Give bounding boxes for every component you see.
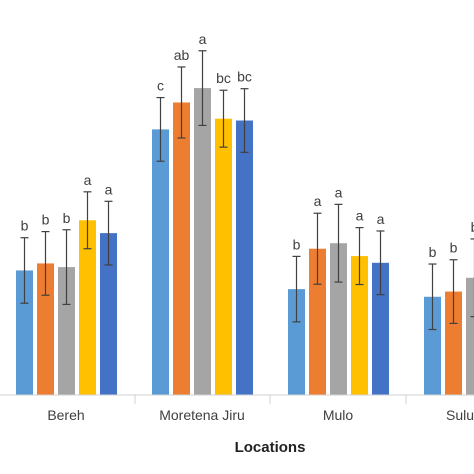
significance-label: b bbox=[293, 236, 301, 252]
error-bar bbox=[355, 227, 364, 286]
bar-moretena-jiru-s5 bbox=[236, 120, 253, 395]
bar-moretena-jiru-s3 bbox=[194, 88, 211, 395]
significance-label: b bbox=[21, 218, 29, 234]
bar-mulo-s5 bbox=[372, 262, 389, 395]
error-bar bbox=[470, 238, 474, 318]
bar-bereh-s5 bbox=[100, 233, 117, 395]
significance-label: c bbox=[157, 78, 164, 94]
significance-label: b bbox=[429, 244, 437, 260]
significance-label: a bbox=[377, 211, 385, 227]
significance-label: b bbox=[471, 219, 474, 235]
bar-mulo-s4 bbox=[351, 256, 368, 395]
error-bar bbox=[334, 203, 343, 283]
error-bar bbox=[41, 230, 50, 296]
category-label-mulo: Mulo bbox=[323, 407, 354, 423]
significance-label: ab bbox=[174, 47, 190, 63]
bar-mulo-s3 bbox=[330, 243, 347, 395]
significance-label: a bbox=[105, 181, 113, 197]
bar-bereh-s1 bbox=[16, 270, 33, 395]
bar-moretena-jiru-s2 bbox=[173, 102, 190, 396]
error-bar bbox=[428, 263, 437, 331]
bar-moretena-jiru-s1 bbox=[152, 129, 169, 395]
error-bar bbox=[62, 229, 71, 306]
category-label-bereh: Bereh bbox=[47, 407, 84, 423]
significance-label: a bbox=[199, 31, 207, 47]
significance-label: a bbox=[314, 193, 322, 209]
significance-label: b bbox=[42, 212, 50, 228]
category-labels-layer: Bereh Moretena Jiru Mulo Sulu bbox=[47, 407, 474, 423]
significance-label: a bbox=[335, 184, 343, 200]
bar-mulo-s2 bbox=[309, 248, 326, 395]
error-bar bbox=[177, 66, 186, 139]
error-bar bbox=[83, 191, 92, 250]
significance-label: b bbox=[63, 210, 71, 226]
x-axis-title: Locations bbox=[235, 439, 306, 456]
error-bar bbox=[156, 96, 165, 162]
error-bar bbox=[376, 230, 385, 296]
bar-sulu-s2 bbox=[445, 291, 462, 395]
error-bar bbox=[449, 259, 458, 324]
error-bar bbox=[20, 237, 29, 304]
category-label-sulu: Sulu bbox=[446, 407, 474, 423]
error-bar bbox=[240, 88, 249, 153]
significance-label: a bbox=[84, 172, 92, 188]
category-label-moretena-jiru: Moretena Jiru bbox=[159, 407, 245, 423]
bars-layer bbox=[16, 88, 474, 396]
bar-sulu-s1 bbox=[424, 296, 441, 395]
significance-labels-layer: bcbbbababbaababcaabca bbox=[21, 31, 474, 260]
error-bar bbox=[292, 255, 301, 323]
error-bar bbox=[104, 200, 113, 266]
error-bar bbox=[198, 50, 207, 127]
x-ticks-layer bbox=[134, 395, 407, 404]
significance-label: bc bbox=[216, 70, 231, 86]
bar-moretena-jiru-s4 bbox=[215, 118, 232, 395]
significance-label: b bbox=[450, 240, 458, 256]
error-bar bbox=[313, 212, 322, 285]
bar-bereh-s4 bbox=[79, 220, 96, 395]
error-bar bbox=[219, 89, 228, 148]
bar-bereh-s3 bbox=[58, 267, 75, 395]
error-bars-layer bbox=[20, 50, 474, 331]
significance-label: bc bbox=[237, 69, 252, 85]
bar-sulu-s3 bbox=[466, 277, 474, 395]
bar-mulo-s1 bbox=[288, 289, 305, 395]
bar-bereh-s2 bbox=[37, 263, 54, 395]
significance-label: a bbox=[356, 208, 364, 224]
